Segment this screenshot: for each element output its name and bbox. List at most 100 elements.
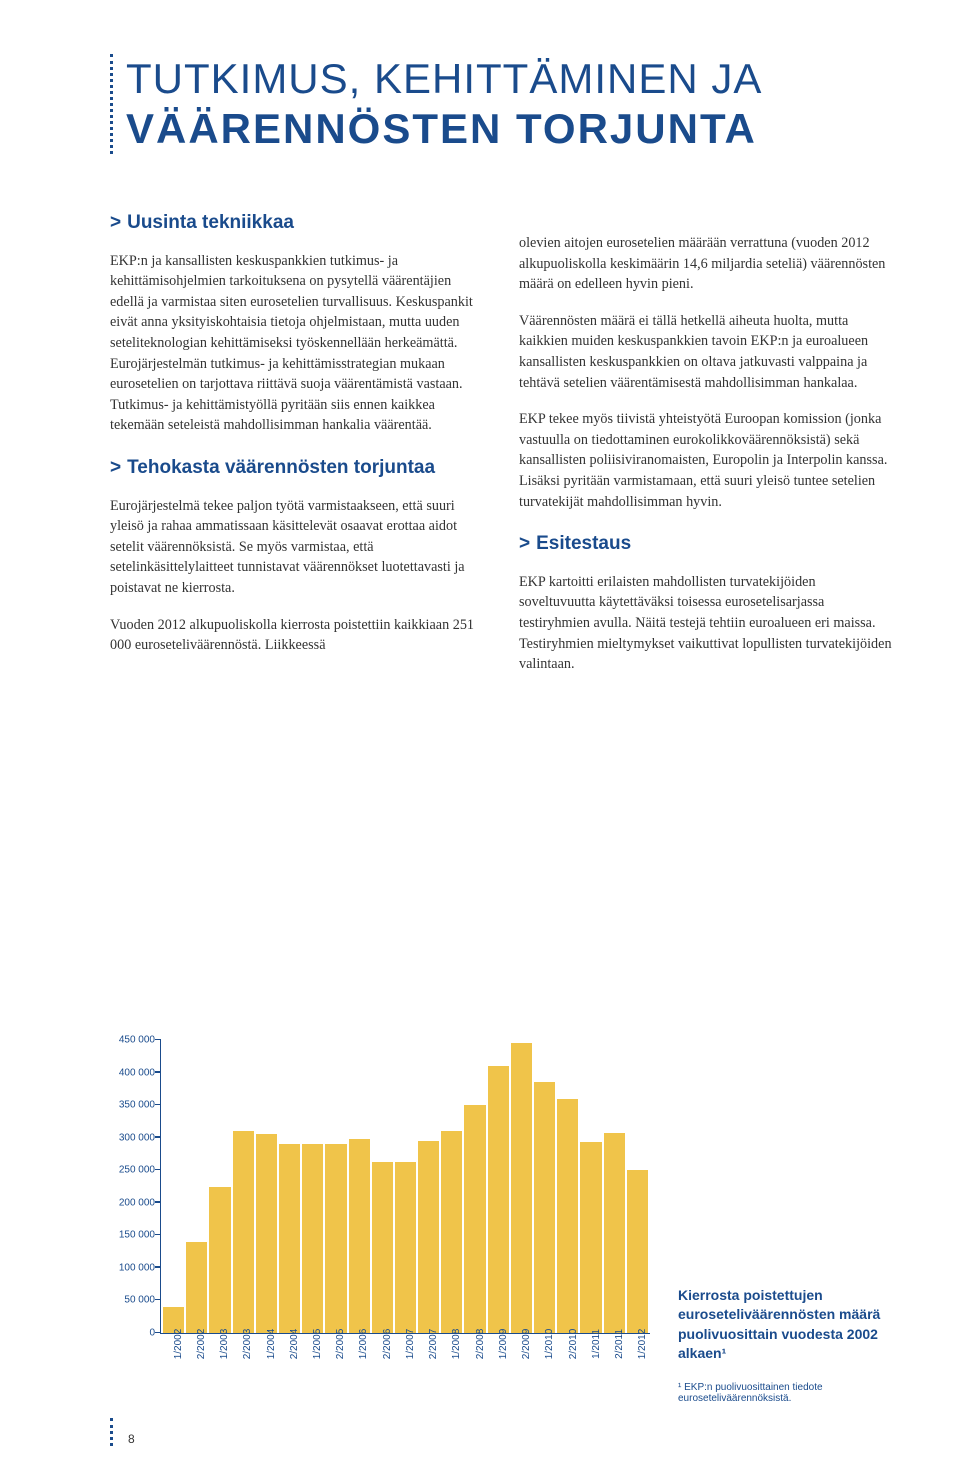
- x-label-text: 2/2004: [289, 1329, 300, 1360]
- x-label: 2/2002: [185, 1336, 206, 1420]
- bar: [464, 1105, 485, 1333]
- bar: [279, 1144, 300, 1333]
- bar: [511, 1043, 532, 1333]
- chevron-icon: >: [110, 212, 121, 233]
- x-label-text: 2/2002: [196, 1329, 207, 1360]
- chart-caption: Kierrosta poistettujen euroseteliväärenn…: [678, 1040, 892, 1420]
- bars-container: [161, 1040, 650, 1333]
- y-tick-label: 50 000: [109, 1295, 155, 1306]
- y-tick-label: 450 000: [109, 1035, 155, 1046]
- x-label: 2/2011: [603, 1336, 624, 1420]
- left-column: > Uusinta tekniikkaa EKP:n ja kansalliste…: [110, 191, 483, 691]
- title-line1: TUTKIMUS, KEHITTÄMINEN JA: [126, 55, 762, 102]
- x-label: 2/2010: [557, 1336, 578, 1420]
- bar: [325, 1144, 346, 1333]
- x-label: 1/2006: [348, 1336, 369, 1420]
- x-label-text: 2/2010: [568, 1329, 579, 1360]
- page-number: 8: [128, 1432, 135, 1446]
- heading-uusinta: > Uusinta tekniikkaa: [110, 209, 483, 237]
- x-label: 2/2008: [464, 1336, 485, 1420]
- y-tick-label: 350 000: [109, 1100, 155, 1111]
- x-label: 1/2002: [162, 1336, 183, 1420]
- bar: [534, 1082, 555, 1333]
- para-left-2: Eurojärjestelmä tekee paljon työtä varmi…: [110, 496, 483, 599]
- x-label: 1/2012: [627, 1336, 648, 1420]
- y-tick-label: 200 000: [109, 1197, 155, 1208]
- bar: [186, 1242, 207, 1333]
- heading-tehokasta: > Tehokasta väärennösten torjuntaa: [110, 454, 483, 482]
- x-label-text: 1/2008: [451, 1329, 462, 1360]
- y-tick-label: 100 000: [109, 1262, 155, 1273]
- x-label: 2/2007: [418, 1336, 439, 1420]
- x-label-text: 1/2010: [544, 1329, 555, 1360]
- x-label-text: 2/2006: [382, 1329, 393, 1360]
- x-label-text: 2/2003: [242, 1329, 253, 1360]
- bar: [488, 1066, 509, 1333]
- x-label: 1/2009: [487, 1336, 508, 1420]
- x-label-text: 2/2008: [475, 1329, 486, 1360]
- x-label: 2/2003: [232, 1336, 253, 1420]
- bar-chart: 050 000100 000150 000200 000250 000300 0…: [110, 1040, 650, 1420]
- bar: [441, 1131, 462, 1333]
- bar: [302, 1144, 323, 1333]
- y-tick-mark: [155, 1071, 161, 1073]
- x-label-text: 2/2009: [521, 1329, 532, 1360]
- body-columns: > Uusinta tekniikkaa EKP:n ja kansalliste…: [110, 191, 892, 691]
- chevron-icon: >: [110, 457, 121, 478]
- x-label: 1/2011: [580, 1336, 601, 1420]
- y-tick-mark: [155, 1169, 161, 1171]
- para-left-3: Vuoden 2012 alkupuoliskolla kierrosta po…: [110, 615, 483, 656]
- heading-esitestaus-text: Esitestaus: [536, 533, 631, 554]
- heading-esitestaus: > Esitestaus: [519, 530, 892, 558]
- bar: [209, 1187, 230, 1334]
- para-left-1: EKP:n ja kansallisten keskuspankkien tut…: [110, 251, 483, 436]
- chevron-icon: >: [519, 533, 530, 554]
- y-tick-label: 300 000: [109, 1132, 155, 1143]
- y-tick-mark: [155, 1299, 161, 1301]
- chart-caption-title: Kierrosta poistettujen euroseteliväärenn…: [678, 1286, 892, 1364]
- bar: [627, 1170, 648, 1333]
- heading-uusinta-text: Uusinta tekniikkaa: [127, 212, 294, 233]
- x-label: 1/2008: [441, 1336, 462, 1420]
- y-tick-label: 400 000: [109, 1067, 155, 1078]
- x-label: 1/2005: [301, 1336, 322, 1420]
- bar: [604, 1133, 625, 1333]
- right-column: olevien aitojen eurosetelien määrään ver…: [519, 191, 892, 691]
- title-line2: VÄÄRENNÖSTEN TORJUNTA: [126, 105, 757, 152]
- x-label-text: 2/2011: [614, 1329, 625, 1359]
- x-label-text: 1/2004: [266, 1329, 277, 1360]
- x-label: 2/2005: [325, 1336, 346, 1420]
- y-tick-mark: [155, 1234, 161, 1236]
- x-label: 1/2003: [208, 1336, 229, 1420]
- x-label-text: 2/2005: [335, 1329, 346, 1360]
- para-right-4: EKP kartoitti erilaisten mahdollisten tu…: [519, 572, 892, 675]
- x-label: 1/2010: [534, 1336, 555, 1420]
- bar: [233, 1131, 254, 1333]
- bar: [372, 1162, 393, 1333]
- plot-area: 050 000100 000150 000200 000250 000300 0…: [160, 1040, 650, 1334]
- chart-footnote: ¹ EKP:n puolivuosittainen tiedote eurose…: [678, 1382, 892, 1404]
- x-label-text: 1/2006: [358, 1329, 369, 1360]
- bar: [557, 1099, 578, 1333]
- x-label-text: 1/2002: [173, 1329, 184, 1360]
- x-label: 1/2004: [255, 1336, 276, 1420]
- x-label: 2/2004: [278, 1336, 299, 1420]
- heading-tehokasta-text: Tehokasta väärennösten torjuntaa: [127, 457, 435, 478]
- dotted-rule-bottom: [110, 1418, 113, 1446]
- y-tick-mark: [155, 1136, 161, 1138]
- x-label-text: 2/2007: [428, 1329, 439, 1360]
- y-tick-label: 150 000: [109, 1230, 155, 1241]
- y-tick-mark: [155, 1104, 161, 1106]
- x-label: 2/2006: [371, 1336, 392, 1420]
- bar: [256, 1134, 277, 1333]
- x-label: 2/2009: [511, 1336, 532, 1420]
- y-tick-label: 0: [109, 1328, 155, 1339]
- y-tick-mark: [155, 1266, 161, 1268]
- x-label-text: 1/2012: [637, 1329, 648, 1360]
- bar: [349, 1139, 370, 1333]
- bar: [580, 1142, 601, 1333]
- chart-wrap: 050 000100 000150 000200 000250 000300 0…: [110, 1040, 892, 1420]
- para-right-2: Väärennösten määrä ei tällä hetkellä aih…: [519, 311, 892, 393]
- x-labels: 1/20022/20021/20032/20031/20042/20041/20…: [160, 1336, 650, 1420]
- x-label-text: 1/2003: [219, 1329, 230, 1360]
